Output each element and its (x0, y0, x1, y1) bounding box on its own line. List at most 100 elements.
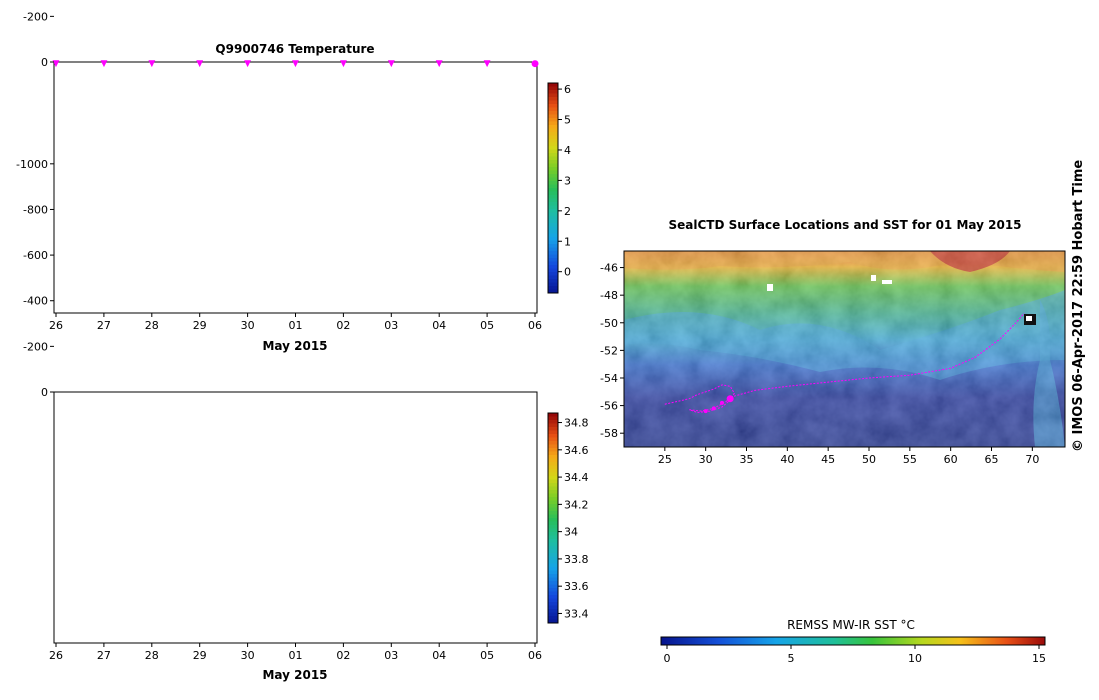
seal-track (664, 312, 1025, 414)
x-tick-label: 02 (336, 649, 350, 662)
colorbar-segment (548, 275, 558, 280)
x-tick-label: 02 (336, 319, 350, 332)
surface-marker: ▼ (244, 59, 251, 69)
track-dot (726, 395, 734, 403)
surface-marker: ● (531, 59, 539, 69)
colorbar-segment (548, 121, 558, 126)
colorbar-segment (548, 591, 558, 596)
colorbar-segment (548, 595, 558, 599)
colorbar-segment (548, 202, 558, 206)
y-tick-label: -200 (23, 340, 48, 353)
colorbar-segment (548, 268, 558, 273)
y-tick-label: -400 (23, 295, 48, 308)
colorbar-segment (548, 195, 558, 199)
colorbar-segment (548, 174, 558, 178)
colorbar-segment (548, 567, 558, 571)
colorbar-segment (548, 458, 558, 463)
lon-tick-label: 50 (862, 453, 876, 466)
x-tick-label: 01 (289, 649, 303, 662)
colorbar-segment (548, 184, 558, 189)
temperature-x-axis: 26 27 28 29 30 01 02 03 04 05 06 (49, 313, 542, 332)
surface-marker: ▼ (148, 59, 155, 69)
colorbar-segment (548, 139, 558, 143)
colorbar-segment (548, 282, 558, 287)
colorbar-segment (548, 251, 558, 255)
colorbar-segment (548, 476, 558, 480)
x-tick-label: 29 (193, 319, 207, 332)
colorbar-segment (548, 416, 558, 421)
colorbar-segment (548, 97, 558, 101)
colorbar-segment (548, 90, 558, 94)
surface-marker: ▼ (436, 59, 443, 69)
colorbar-tick-label: 34.2 (564, 498, 589, 511)
salinity-x-axis: 26 27 28 29 30 01 02 03 04 05 06 (49, 643, 542, 662)
colorbar-tick-label: 0 (564, 266, 571, 279)
colorbar-segment (548, 135, 558, 140)
colorbar-segment (548, 223, 558, 227)
x-tick-label: 27 (97, 319, 111, 332)
colorbar-segment (548, 423, 558, 428)
colorbar-segment (548, 237, 558, 241)
colorbar-tick-label: 33.8 (564, 553, 589, 566)
sst-field (624, 251, 1065, 447)
colorbar-segment (548, 160, 558, 164)
map-frame (623, 250, 1066, 448)
colorbar-segment (548, 212, 558, 217)
colorbar-segment (548, 272, 558, 276)
sst-colorbar-label: REMSS MW-IR SST °C (787, 618, 915, 632)
lat-tick-label: -52 (600, 344, 618, 357)
colorbar-segment (548, 286, 558, 290)
colorbar-segment (548, 167, 558, 171)
colorbar-tick-label: 34.6 (564, 444, 589, 457)
colorbar-segment (548, 619, 558, 624)
lat-tick-label: -48 (600, 289, 618, 302)
colorbar-segment (548, 265, 558, 269)
map-title: SealCTD Surface Locations and SST for 01… (668, 218, 1021, 232)
x-tick-label: 04 (432, 649, 446, 662)
colorbar-segment (548, 609, 558, 613)
colorbar-segment (548, 542, 558, 547)
colorbar-segment (548, 532, 558, 536)
colorbar-segment (548, 493, 558, 498)
colorbar-segment (548, 472, 558, 477)
colorbar-segment (548, 483, 558, 487)
sst-texture (624, 251, 1065, 447)
x-tick-label: 01 (289, 319, 303, 332)
track-dot (720, 400, 724, 405)
colorbar-segment (548, 427, 558, 431)
lat-tick-label: -56 (600, 400, 618, 413)
colorbar-segment (548, 83, 558, 87)
x-tick-label: 29 (193, 649, 207, 662)
surface-marker: ▼ (100, 59, 107, 69)
colorbar-segment (548, 521, 558, 526)
colorbar-segment (548, 170, 558, 175)
colorbar-segment (548, 254, 558, 259)
colorbar-tick-label: 3 (564, 174, 571, 187)
sst-map-panel: SealCTD Surface Locations and SST for 01… (600, 218, 1066, 665)
lat-tick-label: -50 (600, 317, 618, 330)
colorbar-segment (548, 86, 558, 91)
lon-tick-label: 70 (1025, 453, 1039, 466)
colorbar-segment (548, 289, 558, 294)
y-tick-label: 0 (41, 386, 48, 399)
lon-tick-label: 55 (903, 453, 917, 466)
x-tick-label: 28 (145, 319, 159, 332)
colorbar-segment (548, 413, 558, 417)
colorbar-segment (548, 598, 558, 603)
sst-colorbar-tick-label: 5 (788, 652, 795, 665)
colorbar-segment (548, 514, 558, 519)
colorbar-segment (548, 469, 558, 473)
colorbar-segment (548, 111, 558, 115)
temperature-colorbar: 6 5 4 3 2 1 0 (547, 82, 571, 294)
colorbar-tick-label: 34.4 (564, 471, 589, 484)
colorbar-segment (548, 528, 558, 533)
colorbar-segment (548, 258, 558, 262)
colorbar-segment (548, 500, 558, 505)
x-tick-label: 06 (528, 649, 542, 662)
colorbar-segment (548, 247, 558, 252)
colorbar-frame (547, 82, 559, 294)
lon-tick-label: 40 (780, 453, 794, 466)
colorbar-segment (548, 539, 558, 543)
colorbar-segment (548, 149, 558, 154)
colorbar-segment (548, 588, 558, 592)
